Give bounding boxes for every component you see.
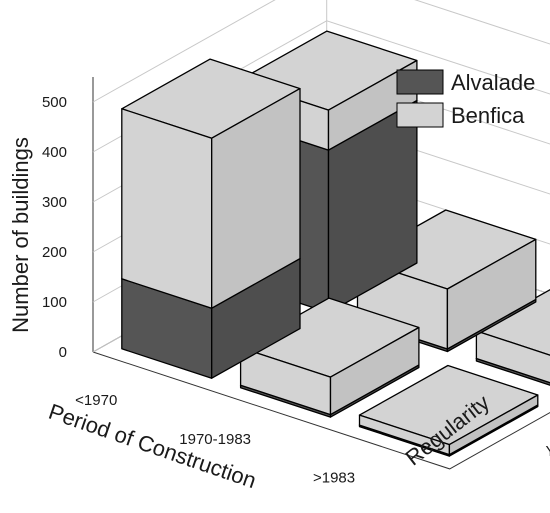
legend-swatch-benfica — [396, 102, 444, 128]
legend-swatch-alvalade — [396, 69, 444, 95]
legend-label-alvalade: Alvalade — [451, 70, 535, 95]
y-tick-label: 100 — [42, 294, 67, 311]
floor-edge-front — [92, 351, 550, 470]
bar-benfica-1-yes — [239, 297, 420, 416]
x-tick-label: <1970 — [75, 392, 117, 409]
bar-side-face — [329, 326, 420, 416]
y-tick-label: 200 — [42, 244, 67, 261]
bar-front-face — [121, 108, 213, 309]
x-tick-label: >1983 — [313, 470, 355, 487]
bar-side-face — [211, 87, 301, 309]
y-tick-label: 300 — [42, 194, 67, 211]
bar-side-face — [448, 394, 539, 456]
y-tick-label: 400 — [42, 144, 67, 161]
bar-front-face — [475, 330, 550, 384]
bar-side-face — [446, 238, 537, 350]
legend: Alvalade Benfica — [396, 69, 535, 128]
z-tick-label: Yes — [546, 443, 550, 460]
bar-benfica-0-yes — [121, 58, 301, 309]
y-tick-label: 500 — [42, 94, 67, 111]
y-tick-label: 0 — [59, 344, 67, 361]
y-axis-label: Number of buildings — [8, 137, 33, 333]
bar-benfica-2-yes — [358, 364, 539, 456]
legend-label-benfica: Benfica — [451, 103, 525, 128]
bar-benfica-2-no — [475, 288, 550, 384]
bar-side-face — [327, 59, 418, 151]
chart-bars — [121, 30, 550, 457]
gridline — [92, 0, 550, 103]
x-tick-label: 1970-1983 — [179, 431, 251, 448]
